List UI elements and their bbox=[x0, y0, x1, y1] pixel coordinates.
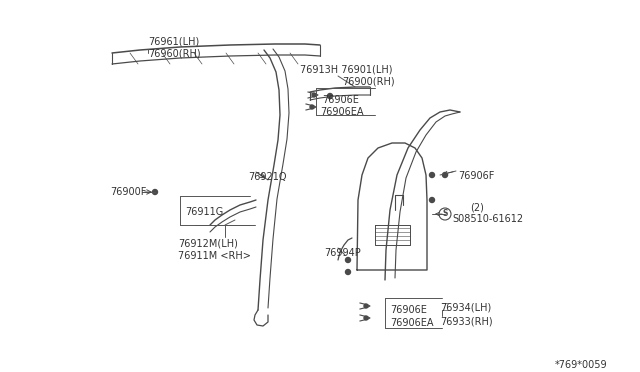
Text: 76906EA: 76906EA bbox=[390, 318, 433, 328]
Text: (2): (2) bbox=[470, 202, 484, 212]
Text: 76906EA: 76906EA bbox=[320, 107, 364, 117]
Circle shape bbox=[346, 269, 351, 275]
Text: S08510-61612: S08510-61612 bbox=[452, 214, 523, 224]
Text: 76911G: 76911G bbox=[185, 207, 223, 217]
Circle shape bbox=[442, 173, 447, 177]
Text: 76912M(LH): 76912M(LH) bbox=[178, 239, 238, 249]
Circle shape bbox=[429, 173, 435, 177]
Text: 76933(RH): 76933(RH) bbox=[440, 316, 493, 326]
Text: 76934(LH): 76934(LH) bbox=[440, 303, 492, 313]
Circle shape bbox=[328, 93, 333, 99]
Text: 76911M <RH>: 76911M <RH> bbox=[178, 251, 251, 261]
Circle shape bbox=[152, 189, 157, 195]
Text: 76906F: 76906F bbox=[458, 171, 494, 181]
Text: 76960(RH): 76960(RH) bbox=[148, 49, 200, 59]
Text: S: S bbox=[442, 209, 448, 218]
Text: 76961(LH): 76961(LH) bbox=[148, 37, 199, 47]
Text: 76906E: 76906E bbox=[390, 305, 427, 315]
Text: *769*0059: *769*0059 bbox=[555, 360, 607, 370]
Circle shape bbox=[310, 105, 314, 109]
Text: 76994P: 76994P bbox=[324, 248, 361, 258]
Circle shape bbox=[346, 257, 351, 263]
Circle shape bbox=[364, 316, 368, 320]
Text: 76900F: 76900F bbox=[110, 187, 147, 197]
Text: 76913H 76901(LH): 76913H 76901(LH) bbox=[300, 64, 392, 74]
Circle shape bbox=[364, 304, 368, 308]
Text: 76921Q: 76921Q bbox=[248, 172, 287, 182]
Text: 76906E: 76906E bbox=[322, 95, 359, 105]
Circle shape bbox=[312, 93, 316, 97]
Text: 76900(RH): 76900(RH) bbox=[342, 76, 395, 86]
Circle shape bbox=[429, 198, 435, 202]
